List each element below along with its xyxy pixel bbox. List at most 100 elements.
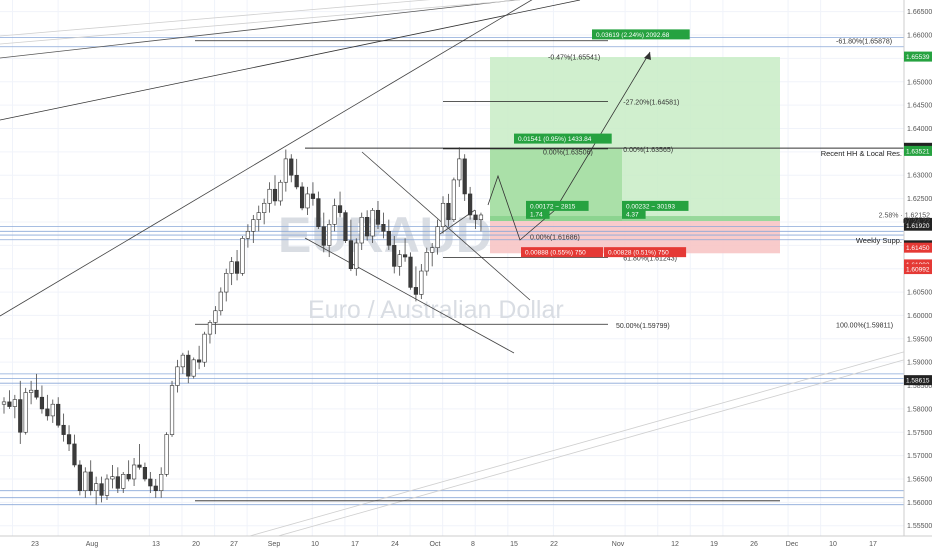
candle-body: [202, 333, 207, 363]
candle-body: [402, 254, 408, 258]
candle-body: [126, 474, 131, 480]
candle-body: [18, 399, 23, 433]
price-axis[interactable]: 1.665001.660001.655001.650001.645001.640…: [879, 0, 932, 550]
candle-body: [197, 359, 202, 363]
candle-body: [354, 242, 359, 270]
y-tick-label: 1.64000: [907, 126, 932, 133]
price-axis-bg: [904, 0, 932, 550]
y-tick-label: 1.57500: [907, 430, 932, 437]
price-readout: 2.58% · 1.62152: [879, 212, 930, 219]
y-tick-label: 1.55500: [907, 523, 932, 530]
price-tag-box: [904, 220, 932, 231]
position-zones: [490, 57, 780, 254]
candle-body: [321, 226, 326, 246]
candle-body: [240, 238, 245, 274]
price-tag-text: 1.65539: [906, 54, 930, 61]
candle-body: [99, 483, 104, 496]
time-axis[interactable]: 23 Aug 13 20 27 Sep 10 17 24 Oct 8 15 22 Nov 12 19 26 Dec…: [0, 535, 932, 550]
price-tag-box: [904, 51, 932, 62]
candle-body: [251, 219, 256, 232]
channel-line: [0, 0, 521, 45]
candle-body: [153, 485, 158, 491]
candle-body: [83, 471, 88, 491]
candle-body: [408, 256, 413, 288]
candle-body: [299, 186, 305, 209]
candle-body: [12, 399, 17, 407]
fib-level-label: 100.00%(1.59811): [836, 322, 893, 329]
candle-body: [72, 443, 77, 466]
measure-tag-text: 0.00172 ~ 2815: [530, 203, 576, 210]
fib-annotation: 50.00%(1.59799): [616, 323, 670, 330]
candle-body: [327, 224, 332, 246]
candle-body: [424, 252, 429, 272]
candle-body: [478, 214, 484, 220]
candle-body: [365, 216, 370, 237]
candle-body: [66, 434, 72, 445]
y-tick-label: 1.65000: [907, 79, 932, 86]
candle-body: [94, 483, 99, 491]
candle-body: [56, 403, 61, 426]
measure-tag-text: 0.00232 ~ 30193: [626, 203, 675, 210]
time-axis-bg: [0, 536, 932, 550]
candle-body: [272, 188, 278, 202]
candle-body: [451, 179, 456, 220]
channel-line: [0, 0, 431, 37]
y-tick-label: 1.63000: [907, 173, 932, 180]
candle-body: [28, 389, 34, 393]
candle-body: [359, 216, 364, 244]
candle-body: [77, 464, 82, 491]
candle-body: [229, 261, 234, 274]
candle-body: [34, 389, 39, 398]
candle-body: [191, 359, 196, 377]
candle-body: [148, 478, 153, 487]
x-tick-label: Oct: [430, 541, 441, 548]
trendline: [361, 151, 531, 301]
x-tick-label: 8: [471, 541, 475, 548]
fib-levels: -61.80%(1.65878) -27.20%(1.64581) 0.00%(1.…: [195, 39, 893, 502]
horizontal-line-label: Recent HH & Local Res.: [821, 149, 902, 158]
candle-body: [175, 366, 180, 386]
price-tag-text: 1.58615: [906, 378, 930, 385]
candle-body: [7, 401, 12, 407]
candle-body: [381, 224, 386, 232]
candle-body: [375, 209, 381, 225]
measure-tag-box: [592, 29, 690, 40]
x-tick-label: 27: [230, 541, 238, 548]
candle-body: [310, 193, 316, 199]
candle-body: [262, 202, 267, 213]
measure-tag-text: 0.00888 (0.55%) 750: [525, 250, 586, 257]
candle-body: [370, 209, 375, 237]
candle-body: [207, 322, 213, 335]
y-tick-label: 1.62500: [907, 196, 932, 203]
x-tick-label: 10: [829, 541, 837, 548]
candle-body: [413, 287, 419, 295]
candle-body: [446, 202, 451, 220]
candle-body: [121, 474, 126, 489]
candle-body: [104, 478, 110, 496]
x-tick-label: Sep: [268, 541, 281, 548]
candle-body: [440, 202, 446, 227]
fib-level-label: -61.80%(1.65878): [836, 39, 892, 46]
measure-tag-text: 1.74: [530, 211, 543, 218]
candle-body: [131, 464, 137, 480]
candle-body: [234, 261, 240, 274]
measure-tag-box: [514, 133, 612, 144]
trendline: [0, 0, 533, 317]
candle-body: [50, 403, 55, 417]
x-tick-label: Nov: [612, 541, 625, 548]
candle-body: [164, 434, 169, 475]
candle-body: [283, 158, 288, 183]
candle-body: [137, 464, 142, 468]
candle-body: [1, 401, 7, 405]
candle-body: [343, 212, 348, 241]
y-tick-label: 1.56000: [907, 500, 932, 507]
price-tag-text: 1.60992: [906, 267, 930, 274]
measure-tag-text: 0.01541 (0.95%) 1433.84: [518, 136, 592, 143]
candle-body: [430, 247, 435, 253]
candle-body: [316, 198, 321, 227]
measure-tag-box: [604, 247, 687, 258]
fib-level-label: -27.20%(1.64581): [623, 99, 679, 106]
candle-body: [332, 205, 337, 225]
projection-arrowhead: [644, 52, 651, 60]
